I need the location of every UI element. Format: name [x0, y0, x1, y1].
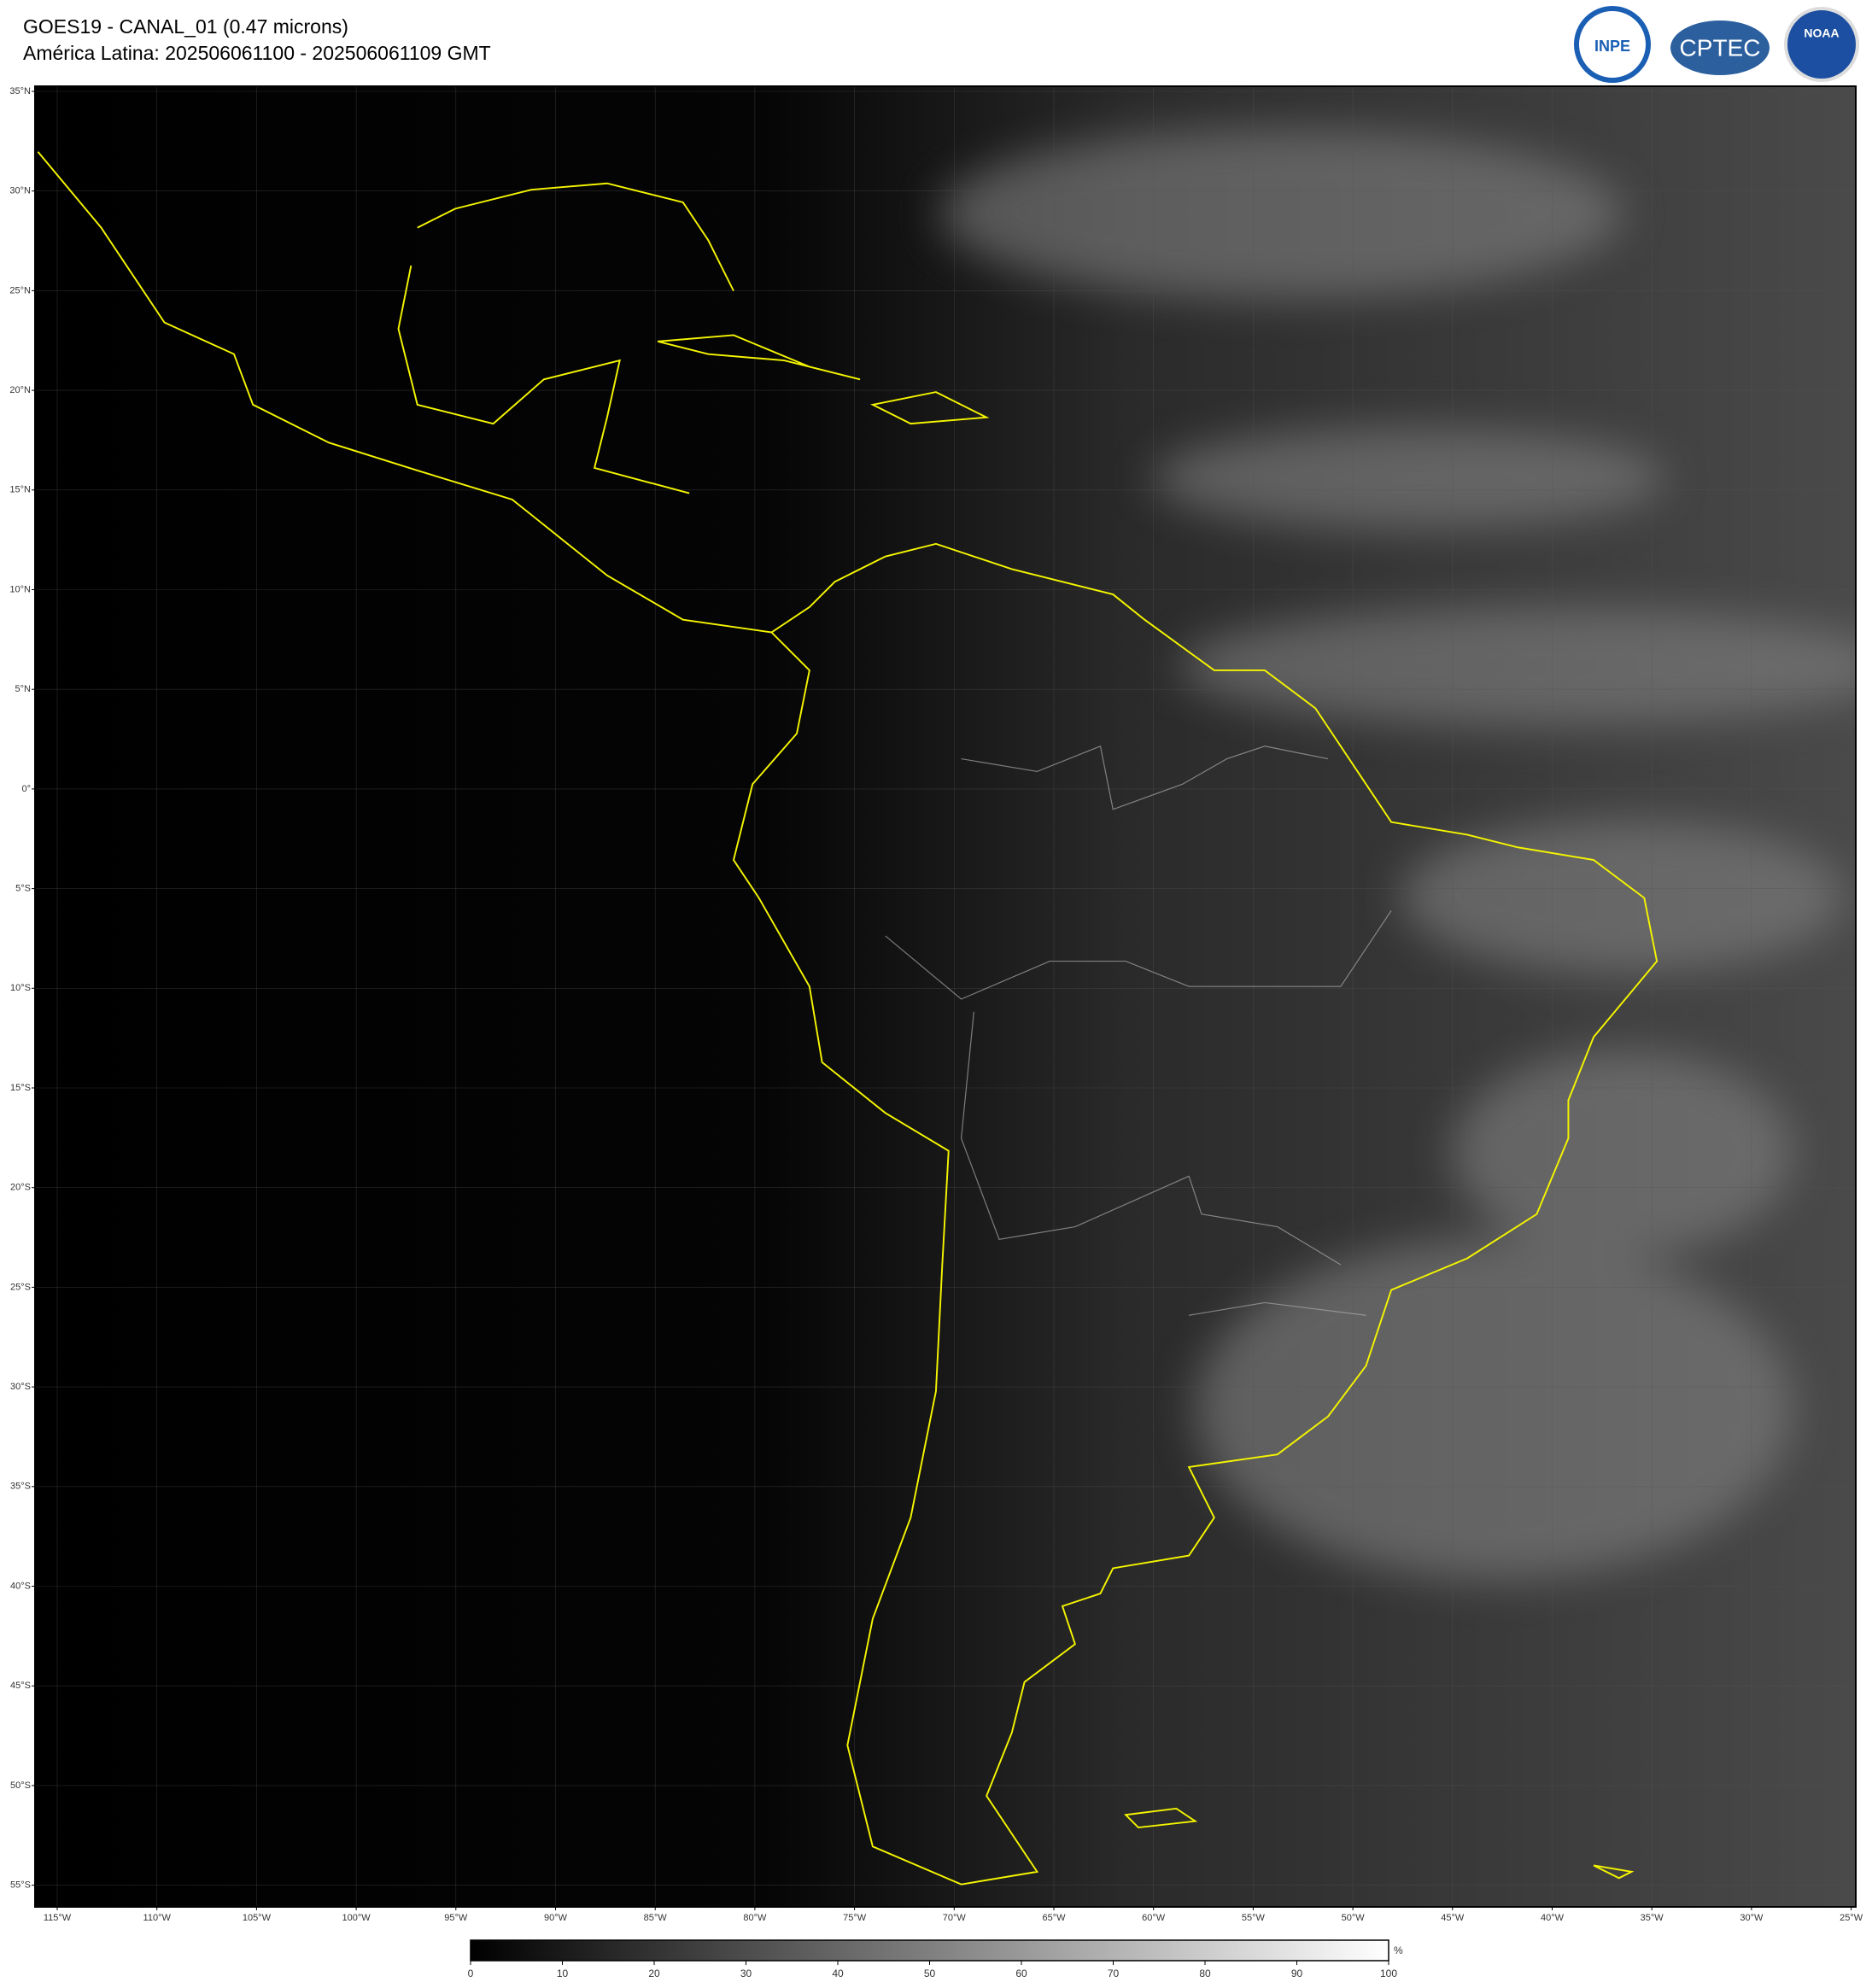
colorbar-tick-label: 90: [1291, 1968, 1303, 1979]
lat-label: 5°S: [15, 884, 31, 894]
lon-label: 75°W: [843, 1913, 867, 1923]
title: GOES19 - CANAL_01 (0.47 microns): [23, 15, 348, 38]
lon-label: 110°W: [143, 1913, 172, 1923]
colorbar-tick-label: 100: [1380, 1968, 1397, 1979]
logo-inpe: [1574, 6, 1651, 83]
lon-label: 65°W: [1042, 1913, 1066, 1923]
lat-label: 30°S: [10, 1382, 31, 1392]
lat-label: 15°S: [10, 1083, 31, 1093]
borders: [885, 745, 1392, 1316]
colorbar-tick-label: 30: [740, 1968, 752, 1979]
lat-label: 45°S: [10, 1681, 31, 1691]
lat-label: 0°: [21, 784, 31, 794]
lat-label: 35°S: [10, 1482, 31, 1492]
lon-label: 100°W: [342, 1913, 371, 1923]
colorbar-tick-label: 80: [1199, 1968, 1211, 1979]
logo-text: CPTEC: [1680, 34, 1761, 61]
logo-text: INPE: [1594, 38, 1630, 55]
satellite-image: [35, 86, 1856, 1907]
logo-noaa: [1784, 7, 1859, 82]
lat-label: 55°S: [10, 1880, 31, 1891]
lat-label: 25°S: [10, 1282, 31, 1292]
lon-label: 85°W: [644, 1913, 668, 1923]
lat-label: 30°N: [9, 186, 31, 196]
lat-label: 35°N: [9, 86, 31, 96]
lon-label: 50°W: [1342, 1913, 1366, 1923]
subtitle: América Latina: 202506061100 - 202506061…: [23, 42, 491, 64]
lat-label: 40°S: [10, 1581, 31, 1591]
lon-label: 115°W: [44, 1913, 72, 1923]
colorbar-unit: %: [1394, 1944, 1403, 1956]
colorbar-tick-label: 70: [1108, 1968, 1120, 1979]
colorbar-ticks: 0 10 20 30 40 50 60 70 80 90 100: [468, 1961, 1397, 1979]
logo-text: NOAA: [1804, 26, 1839, 40]
lon-label: 45°W: [1441, 1913, 1465, 1923]
colorbar-tick-label: 0: [468, 1968, 474, 1979]
lon-label: 30°W: [1740, 1913, 1764, 1923]
lon-label: 60°W: [1142, 1913, 1166, 1923]
logos: INPE CPTEC NOAA: [1574, 6, 1859, 83]
colorbar-tick-label: 60: [1015, 1968, 1027, 1979]
colorbar-tick-label: 50: [924, 1968, 936, 1979]
colorbar-tick-label: 20: [648, 1968, 660, 1979]
lon-label: 70°W: [943, 1913, 967, 1923]
logo-cptec: [1670, 20, 1770, 75]
lat-label: 20°N: [9, 385, 31, 395]
coastlines: [37, 151, 1658, 1886]
lat-label: 10°S: [10, 983, 31, 993]
lat-label: 15°N: [9, 485, 31, 495]
lon-label: 25°W: [1840, 1913, 1863, 1923]
clouds: [939, 128, 1856, 1580]
lat-label: 10°N: [9, 584, 31, 594]
lat-label: 50°S: [10, 1780, 31, 1791]
map: [35, 86, 1856, 1907]
lon-label: 55°W: [1242, 1913, 1266, 1923]
graticule: [35, 86, 1856, 1907]
axis-labels: 35°N 30°N 25°N 20°N 15°N 10°N 5°N 0° 5°S 10°S 15°S…: [9, 86, 1863, 1923]
lon-label: 95°W: [444, 1913, 468, 1923]
colorbar-tick-label: 40: [832, 1968, 844, 1979]
lon-label: 105°W: [243, 1913, 272, 1923]
colorbar: [470, 1939, 1389, 1962]
lat-label: 25°N: [9, 285, 31, 295]
lon-label: 90°W: [544, 1913, 568, 1923]
lat-label: 20°S: [10, 1183, 31, 1193]
colorbar-tick-label: 10: [557, 1968, 569, 1979]
map-frame: [34, 85, 1857, 1908]
lon-label: 35°W: [1641, 1913, 1664, 1923]
lon-label: 80°W: [743, 1913, 767, 1923]
lon-label: 40°W: [1541, 1913, 1565, 1923]
lat-label: 5°N: [15, 684, 32, 694]
